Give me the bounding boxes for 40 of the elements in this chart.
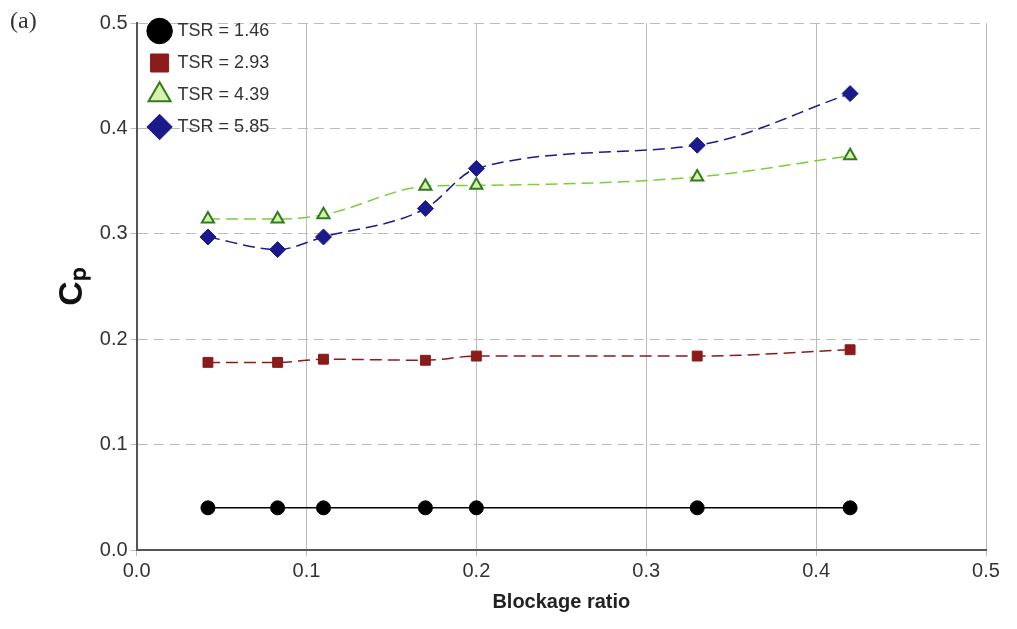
y-tick-label: 0.5 [99,10,128,33]
x-tick-label: 0.3 [632,558,661,581]
y-axis-title: Cₚ [50,267,91,306]
point [467,159,485,177]
y-tick-label: 0.4 [99,115,128,138]
legend-label: TSR = 1.46 [177,19,270,40]
point [199,228,217,246]
x-tick-label: 0.5 [972,558,1000,581]
x-axis-title: Blockage ratio [492,589,631,612]
point [200,500,216,516]
point [416,200,434,217]
point [315,500,331,516]
x-tick-label: 0.4 [802,558,831,581]
point [470,350,482,362]
point [202,356,214,368]
x-tick-label: 0.1 [292,558,321,581]
point [841,85,859,103]
point [468,500,484,516]
y-tick-label: 0.3 [99,221,128,244]
x-tick-label: 0.2 [462,558,491,581]
point [419,354,431,366]
point [842,500,858,516]
y-tick-label: 0.0 [99,537,128,560]
point [691,350,703,362]
point [689,500,705,516]
point [688,136,706,154]
x-tick-label: 0.0 [122,558,151,581]
point [318,353,329,365]
text: (a) [10,7,37,34]
point [272,356,284,368]
legend-label: TSR = 4.39 [177,83,270,104]
point [844,344,856,356]
point [417,500,433,516]
y-tick-label: 0.1 [99,432,128,455]
legend-label: TSR = 2.93 [177,51,270,72]
y-tick-label: 0.2 [99,326,128,349]
point [269,241,287,259]
point [314,228,332,246]
legend-label: TSR = 5.85 [177,115,270,136]
point [270,500,286,516]
